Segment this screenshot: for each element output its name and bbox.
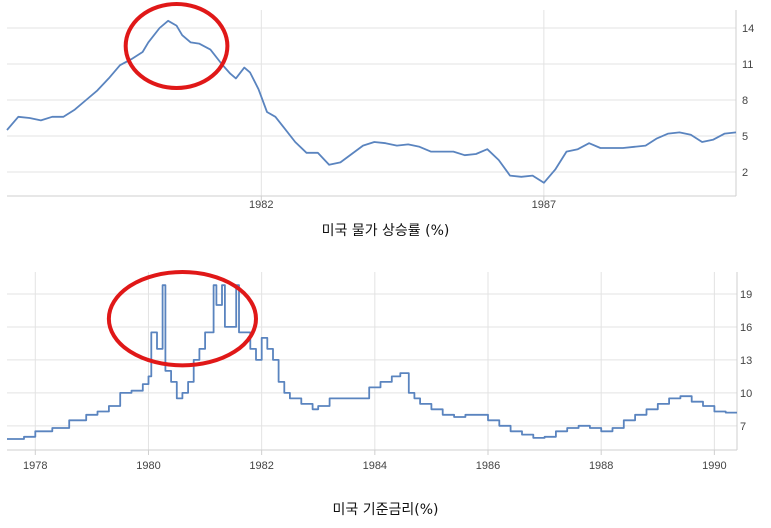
highlight-circle	[123, 2, 230, 90]
rate-chart-svg: 7 10 13 16 19 1978 1980 1982 1984 1986 1988 1990	[7, 270, 752, 472]
series-line	[7, 284, 737, 440]
y-tick-label: 2	[742, 167, 748, 179]
y-tick-label: 7	[740, 421, 746, 433]
y-tick-label: 10	[740, 388, 752, 400]
y-tick-label: 16	[740, 322, 752, 334]
x-tick-label: 1986	[476, 460, 500, 472]
highlight-ellipse	[106, 270, 258, 368]
cpi-chart: 2 5 8 11 14 1982 1987	[0, 0, 771, 212]
rate-chart-caption: 미국 기준금리(%)	[332, 502, 439, 518]
x-tick-label: 1990	[702, 460, 726, 472]
x-tick-label: 1982	[249, 199, 273, 211]
y-tick-label: 5	[742, 131, 748, 143]
cpi-chart-caption: 미국 물가 상승률 (%)	[321, 223, 450, 239]
x-tick-label: 1984	[363, 460, 387, 472]
x-tick-label: 1987	[532, 199, 556, 211]
x-tick-label: 1982	[249, 460, 273, 472]
y-tick-label: 11	[742, 59, 753, 71]
y-tick-label: 14	[742, 23, 754, 35]
cpi-chart-svg: 2 5 8 11 14 1982 1987	[6, 2, 754, 211]
x-tick-label: 1978	[23, 460, 47, 472]
gridlines	[7, 10, 736, 196]
y-tick-label: 8	[742, 95, 748, 107]
x-tick-label: 1988	[589, 460, 613, 472]
series-line	[6, 19, 737, 184]
y-tick-label: 13	[740, 355, 752, 367]
y-tick-label: 19	[740, 289, 752, 301]
rate-chart: 7 10 13 16 19 1978 1980 1982 1984 1986 1988 1990	[0, 262, 771, 484]
x-tick-label: 1980	[136, 460, 160, 472]
